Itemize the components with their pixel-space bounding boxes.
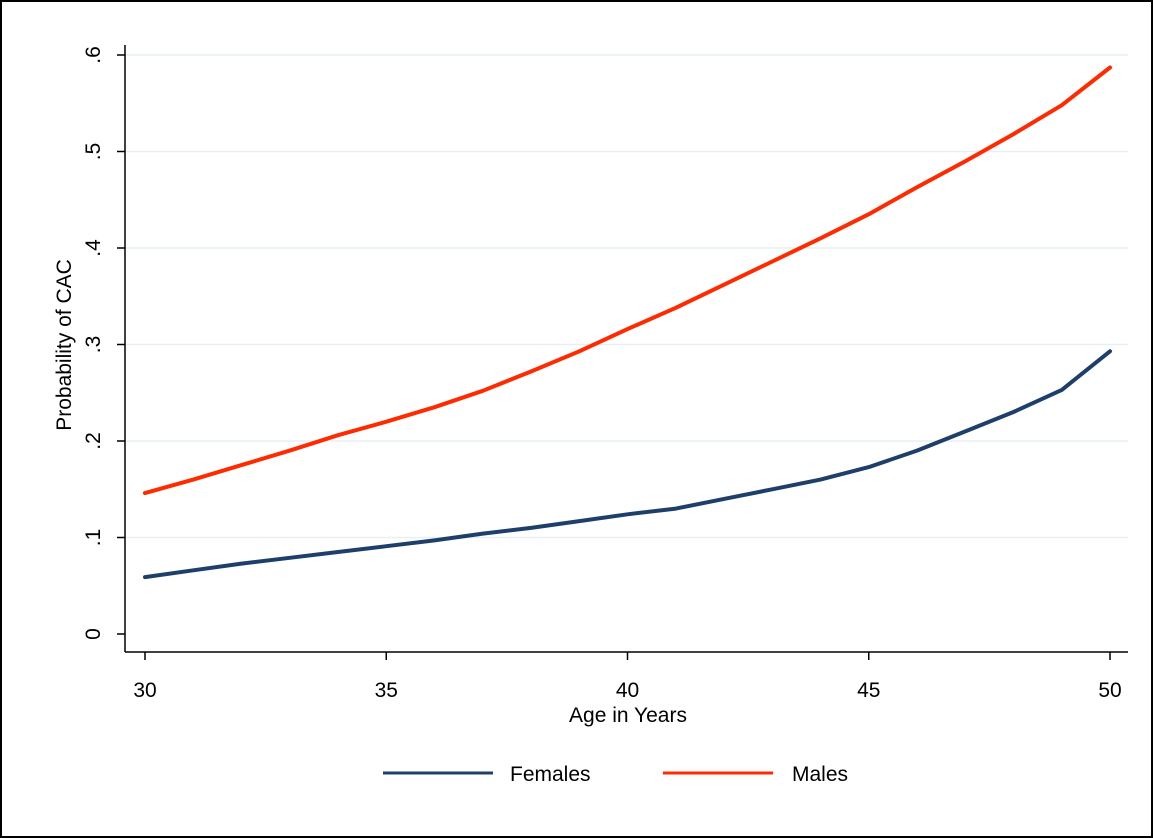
legend-label-females: Females — [510, 763, 591, 786]
y-tick-label: .5 — [82, 143, 105, 161]
gridlines — [125, 54, 1128, 539]
legend: Females Males — [383, 763, 848, 786]
y-tick-label: .6 — [82, 46, 105, 64]
axes: 0 .1 .2 .3 .4 .5 .6 30 35 40 45 50 — [82, 45, 1128, 702]
x-tick-label: 45 — [857, 679, 880, 702]
y-tick-label: 0 — [82, 628, 105, 640]
x-axis-title: Age in Years — [569, 704, 687, 727]
series-lines — [143, 65, 1112, 580]
x-tick-label: 40 — [616, 679, 639, 702]
y-tick-label: .3 — [82, 336, 105, 354]
x-tick-label: 50 — [1098, 679, 1121, 702]
legend-label-males: Males — [792, 763, 848, 786]
y-tick-label: .4 — [82, 239, 105, 257]
x-tick-label: 35 — [375, 679, 398, 702]
y-axis-title: Probability of CAC — [53, 259, 76, 431]
x-tick-label: 30 — [133, 679, 156, 702]
y-tick-label: .1 — [82, 529, 105, 547]
series-line-males — [143, 65, 1112, 496]
y-tick-label: .2 — [82, 432, 105, 450]
series-line-females — [143, 349, 1112, 580]
